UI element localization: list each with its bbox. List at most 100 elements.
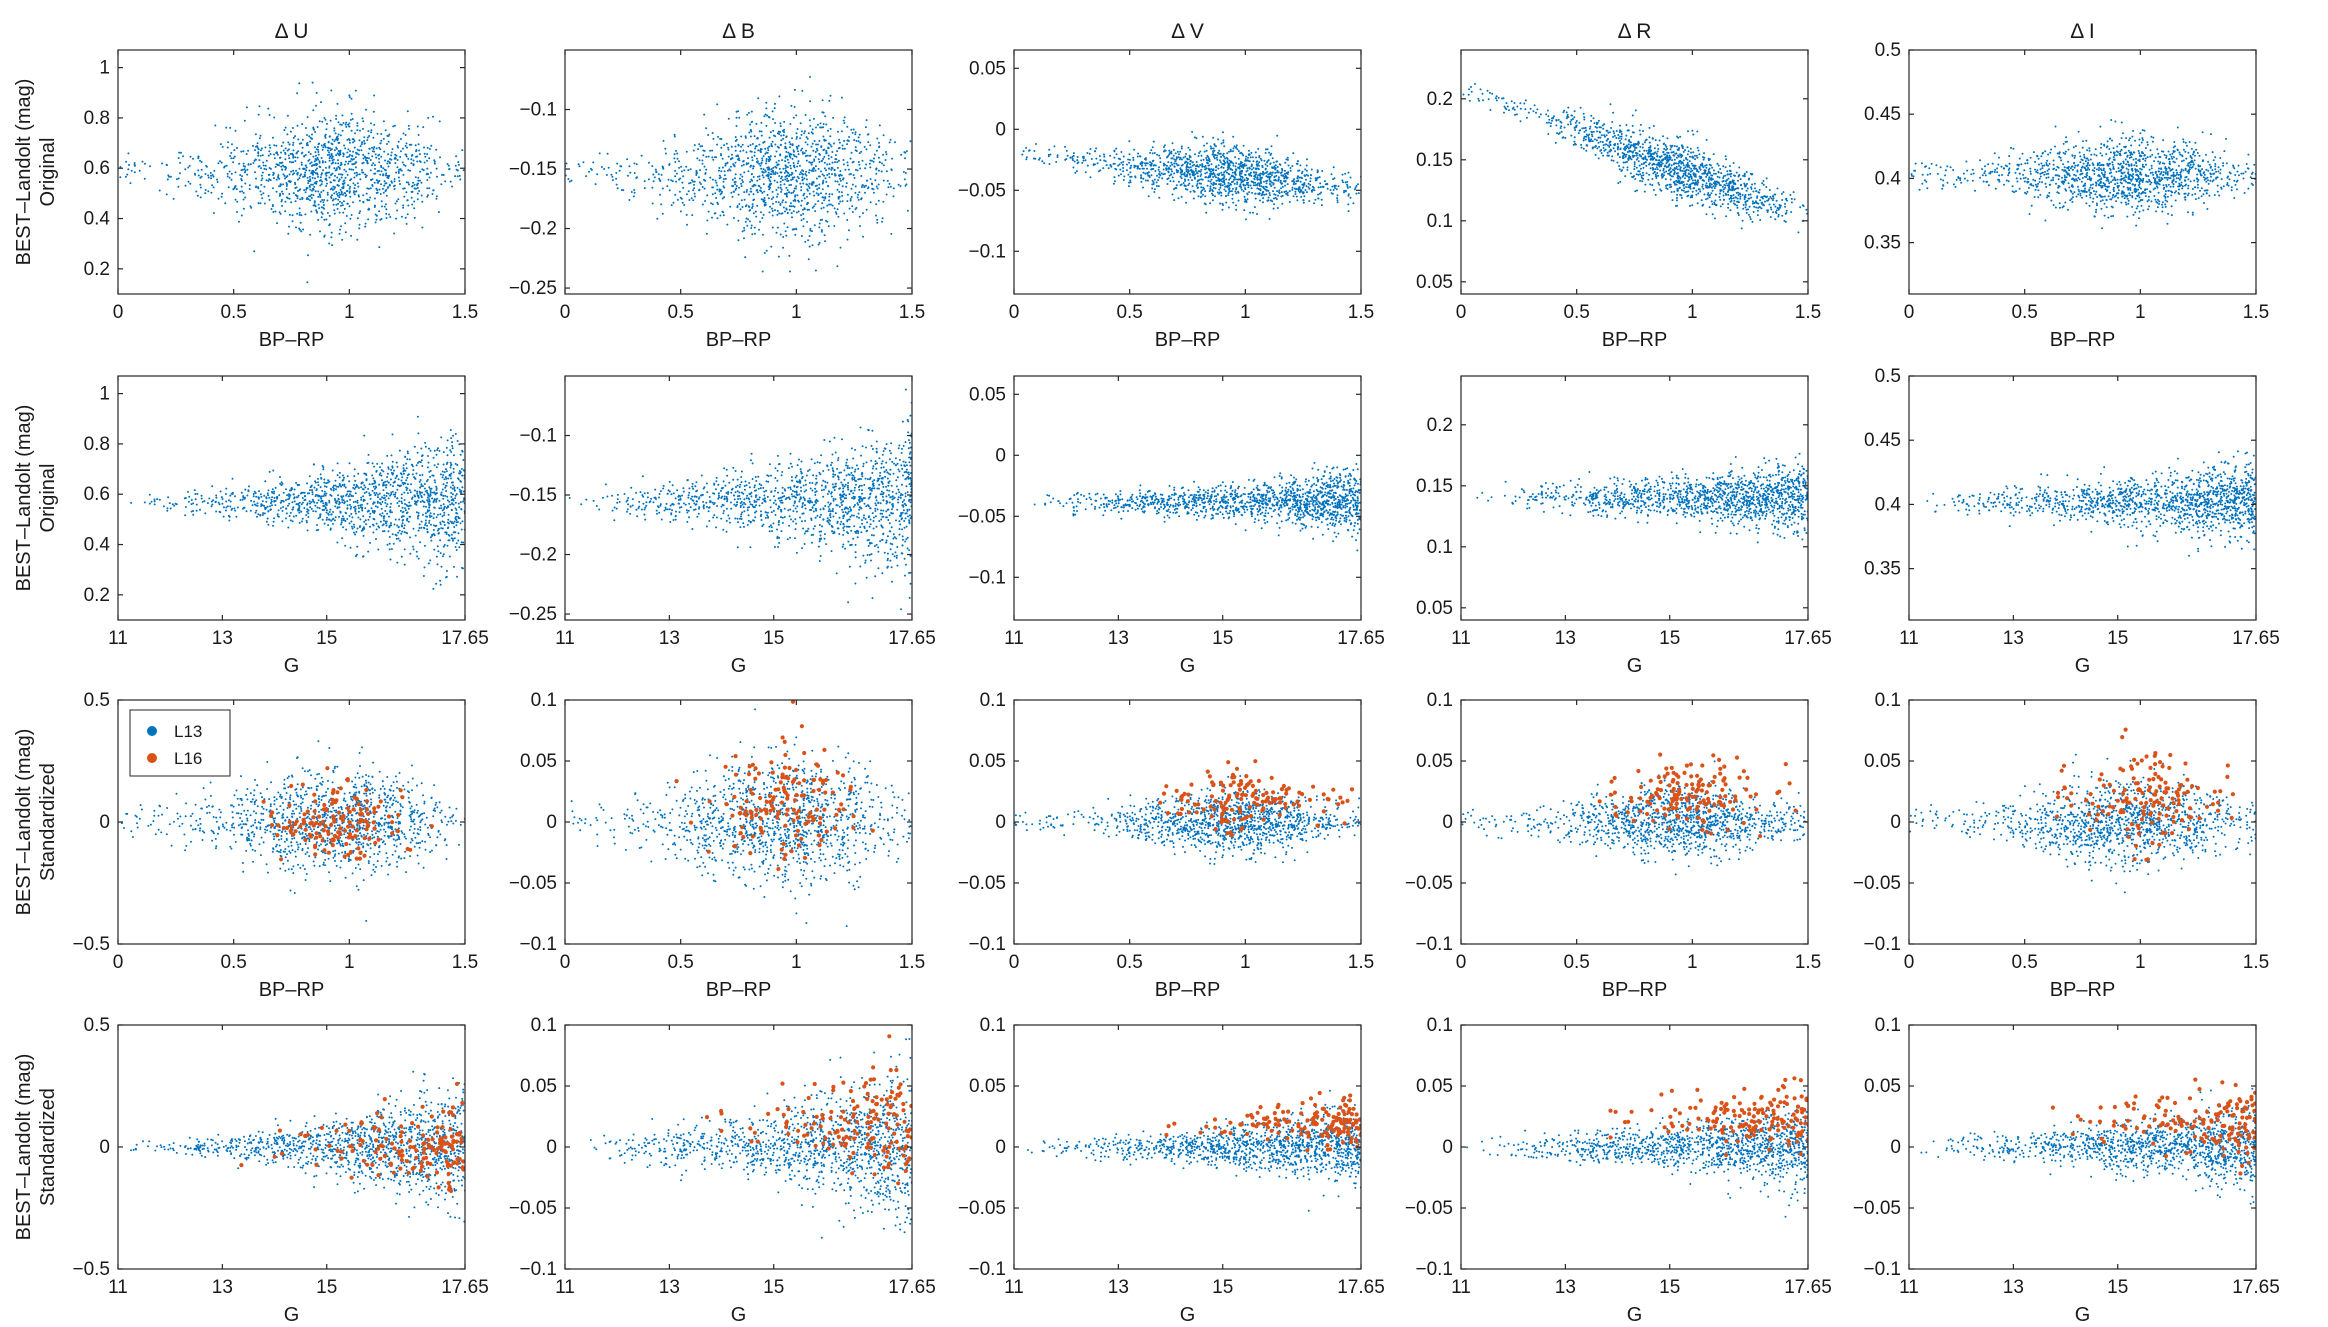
data-point-l13 — [1664, 144, 1667, 147]
data-point-l13 — [752, 176, 755, 178]
data-point-l13 — [789, 202, 792, 205]
data-point-l13 — [1130, 164, 1133, 167]
data-point-l13 — [342, 185, 345, 188]
data-point-l13 — [691, 179, 693, 182]
data-point-l13 — [261, 154, 264, 157]
data-point-l13 — [605, 174, 608, 176]
data-point-l13 — [876, 218, 879, 221]
data-point-l13 — [1228, 159, 1231, 162]
data-point-l13 — [278, 211, 281, 214]
data-point-l13 — [1694, 167, 1696, 170]
data-point-l13 — [1185, 160, 1188, 163]
data-point-l13 — [1678, 164, 1680, 167]
data-point-l13 — [764, 147, 767, 150]
data-point-l13 — [290, 201, 293, 204]
data-point-l13 — [610, 173, 613, 176]
data-point-l13 — [397, 198, 400, 201]
data-point-l13 — [1336, 199, 1339, 202]
data-point-l13 — [1743, 182, 1746, 185]
data-point-l13 — [269, 146, 272, 149]
data-point-l13 — [1258, 178, 1260, 181]
data-point-l13 — [702, 154, 705, 157]
data-point-l13 — [220, 161, 223, 164]
data-point-l13 — [261, 197, 264, 200]
data-point-l13 — [245, 106, 248, 109]
data-point-l13 — [1287, 164, 1290, 167]
data-point-l13 — [1602, 147, 1605, 149]
data-point-l13 — [295, 152, 298, 155]
data-point-l13 — [416, 192, 419, 195]
data-point-l13 — [869, 201, 872, 204]
data-point-l13 — [795, 136, 798, 138]
data-point-l13 — [1713, 201, 1716, 204]
data-point-l13 — [758, 130, 761, 133]
data-point-l13 — [818, 140, 821, 142]
data-point-l13 — [846, 238, 849, 241]
data-point-l13 — [1732, 187, 1735, 190]
data-point-l13 — [1728, 197, 1731, 200]
data-point-l13 — [379, 173, 382, 176]
data-point-l13 — [1333, 177, 1336, 180]
data-point-l13 — [320, 101, 322, 104]
data-point-l13 — [813, 224, 816, 227]
data-point-l13 — [210, 177, 213, 180]
data-point-l13 — [1619, 135, 1622, 138]
data-point-l13 — [354, 166, 357, 169]
data-point-l13 — [233, 155, 236, 158]
data-point-l13 — [1055, 161, 1058, 163]
data-point-l13 — [1081, 161, 1084, 164]
data-point-l13 — [297, 150, 300, 153]
data-point-l13 — [1314, 198, 1317, 201]
data-point-l13 — [889, 185, 892, 188]
data-point-l13 — [1624, 175, 1627, 178]
data-point-l13 — [413, 183, 416, 186]
data-point-l13 — [1720, 189, 1723, 192]
data-point-l13 — [338, 232, 341, 235]
data-point-l13 — [1657, 182, 1660, 184]
data-point-l13 — [860, 186, 863, 188]
data-point-l13 — [774, 122, 777, 124]
data-point-l13 — [881, 217, 884, 220]
data-point-l13 — [839, 246, 842, 249]
data-point-l13 — [1022, 150, 1025, 153]
data-point-l13 — [1320, 191, 1323, 194]
data-point-l13 — [296, 178, 299, 181]
data-point-l13 — [425, 173, 428, 176]
data-point-l13 — [428, 176, 431, 179]
data-point-l13 — [756, 191, 759, 194]
data-point-l13 — [705, 127, 708, 130]
data-point-l13 — [805, 149, 807, 152]
data-point-l13 — [771, 226, 774, 229]
data-point-l13 — [1771, 195, 1774, 198]
data-point-l13 — [1753, 182, 1756, 185]
data-point-l13 — [1237, 166, 1240, 169]
data-point-l13 — [1388, 185, 1390, 187]
data-point-l13 — [789, 270, 791, 273]
data-point-l13 — [427, 116, 430, 119]
data-point-l13 — [308, 195, 311, 198]
data-point-l13 — [1506, 105, 1509, 108]
data-point-l13 — [1240, 180, 1243, 183]
data-point-l13 — [741, 175, 744, 178]
data-point-l13 — [848, 207, 851, 210]
data-point-l13 — [362, 157, 365, 160]
data-point-l13 — [236, 211, 238, 213]
data-point-l13 — [369, 196, 372, 199]
data-point-l13 — [825, 180, 828, 183]
row-ylabel-line: Standardized — [37, 1088, 59, 1206]
data-point-l13 — [1072, 166, 1075, 169]
data-point-l13 — [1215, 145, 1217, 148]
data-point-l13 — [1141, 167, 1144, 170]
data-point-l13 — [264, 146, 267, 149]
data-point-l13 — [413, 207, 416, 210]
data-point-l13 — [1630, 144, 1633, 147]
data-point-l13 — [422, 126, 425, 129]
data-point-l13 — [1634, 190, 1637, 193]
data-point-l13 — [1275, 179, 1278, 182]
data-point-l13 — [667, 178, 670, 181]
data-point-l13 — [875, 149, 878, 152]
data-point-l13 — [454, 164, 457, 167]
data-point-l13 — [1248, 167, 1251, 170]
data-point-l13 — [1661, 173, 1664, 176]
data-point-l13 — [1097, 170, 1100, 173]
